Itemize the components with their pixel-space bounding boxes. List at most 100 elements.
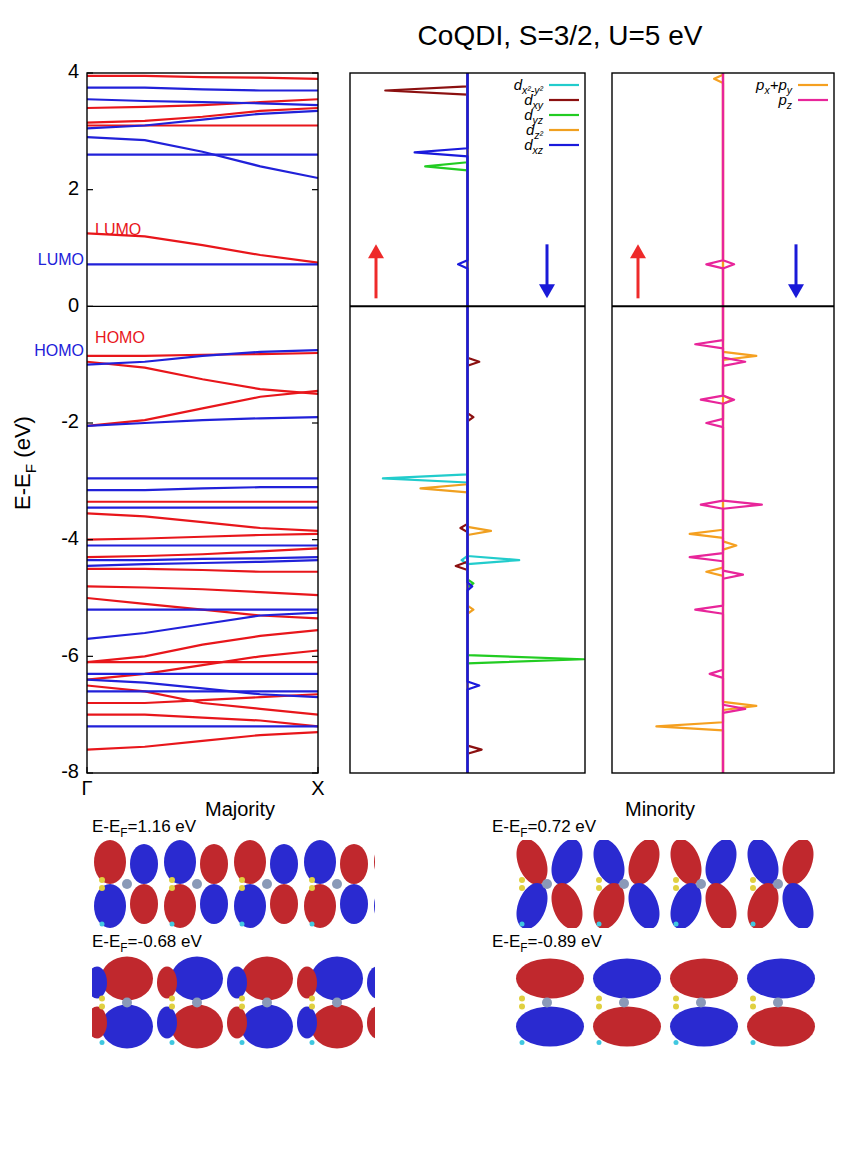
dos-curve [723,73,762,773]
atom [751,1040,756,1045]
atom [674,922,679,927]
band [87,506,318,508]
atom [750,996,756,1002]
lobe [670,1007,738,1047]
lobe [546,879,589,928]
legend-line [549,99,579,101]
lobe [367,967,375,999]
spin-arrow [546,244,549,288]
atom [773,998,783,1008]
atom [169,885,175,891]
orbital-title: Minority [625,798,695,820]
lobe [101,957,153,1001]
legend-line [549,144,579,146]
y-tick [312,656,318,657]
band [87,569,318,572]
text-part: F [120,941,127,955]
fermi-line [612,305,834,307]
spin-arrow-head [368,244,384,258]
y-tick [87,539,93,540]
band [87,725,318,727]
atom [239,885,245,891]
atom [262,998,272,1008]
band [87,586,318,595]
panel: dx²-y²dxydyzdz²dxz [350,73,585,773]
annotation: LUMO [95,221,141,238]
atom [597,922,602,927]
y-tick-label: -4 [61,527,79,549]
lobe [367,1007,375,1039]
spin-arrow [375,254,378,298]
lobe [670,959,738,999]
atom [751,922,756,927]
band [87,233,318,262]
lobe [747,959,815,999]
atom [100,922,105,927]
orbital-title: Majority [205,798,275,820]
lobe [747,1007,815,1047]
lobe [742,840,785,889]
spin-arrow-head [788,284,804,298]
lobe [270,844,298,884]
lobe [819,840,820,889]
text-part: xy [532,99,544,111]
fermi-line [350,305,585,307]
band [87,560,318,566]
band [87,732,318,750]
atom [673,885,679,891]
dos-curve [468,73,492,773]
lobe [227,1007,247,1039]
atom [519,996,525,1002]
atom [99,877,105,883]
y-tick-label: -2 [61,410,79,432]
lobe [234,884,266,928]
band [87,137,318,178]
lobe [665,840,708,889]
text-part: E-E [10,473,35,510]
side-label: LUMO [38,251,84,268]
atom [310,1040,315,1045]
dos-curve [385,73,467,773]
atom [519,885,525,891]
lobe [200,844,228,884]
text-part: z [786,99,793,111]
panel: -8-6-4-2024ΓXE-EF (eV)LUMOHOMOLUMOHOMO [10,60,325,799]
lobe [94,884,126,928]
marks [87,76,318,750]
atom [596,885,602,891]
lobe [593,1007,661,1047]
fermi-line [87,306,318,307]
isosurface [512,840,820,928]
isosurface [92,955,375,1050]
lobe [623,840,666,889]
frame [350,73,585,773]
lobe [130,844,158,884]
lobe [92,967,107,999]
atom [520,922,525,927]
atom [239,877,245,883]
axis-title: E-EF (eV) [10,416,39,510]
atom [170,922,175,927]
atom [542,998,552,1008]
text-part: =1.16 eV [128,817,197,836]
lobe [171,1005,223,1049]
text-part: p [755,76,764,93]
lobe [512,840,553,889]
dos-curve [468,73,584,773]
text-part: F [520,826,527,840]
lobe [311,1005,363,1049]
band [87,715,318,727]
frame [612,73,834,773]
frame [87,73,318,773]
atom [170,1040,175,1045]
dos-curve [468,73,482,773]
lobe [297,1007,317,1039]
text-part: F [120,826,127,840]
dos-curve [723,73,756,773]
lobe [374,884,375,928]
text-part: E-E [92,932,120,951]
y-tick [312,539,318,540]
lobe [516,959,584,999]
lobe [270,884,298,924]
text-part: (eV) [10,416,35,464]
